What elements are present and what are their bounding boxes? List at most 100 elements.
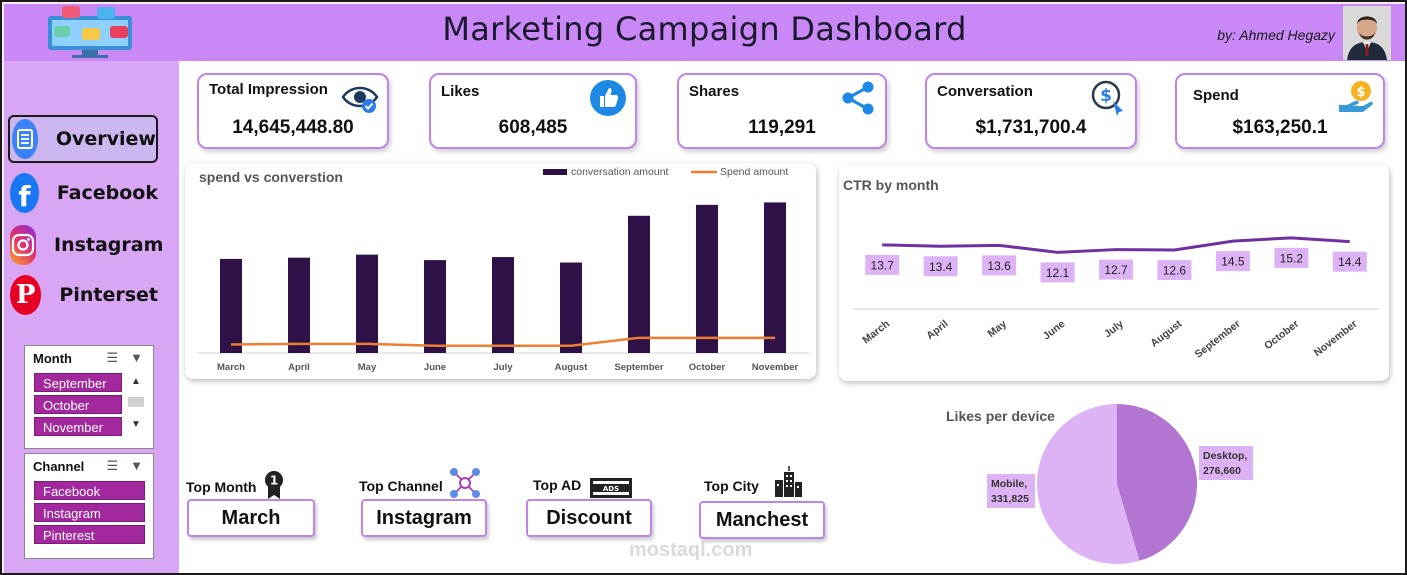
month-chip-october[interactable]: October bbox=[34, 395, 122, 414]
scroll-up-icon[interactable]: ▲ bbox=[131, 376, 141, 387]
ctr-by-month-card: CTR by month 13.7 13.4 13.6 12.1 12.7 12.6 14.… bbox=[839, 165, 1389, 381]
likes-per-device-chart: Desktop, 276,660 Mobile, 331,825 bbox=[987, 404, 1253, 564]
bar-conversation-amount bbox=[696, 204, 718, 353]
city-buildings-icon bbox=[775, 466, 802, 497]
kpi-label: Total Impression bbox=[209, 81, 328, 98]
month-chip-november[interactable]: November bbox=[34, 417, 122, 436]
nav-label-facebook: Facebook bbox=[56, 182, 158, 204]
ctr-by-month-chart: 13.7 13.4 13.6 12.1 12.7 12.6 14.5 15.2 14.4 Marc… bbox=[853, 236, 1379, 361]
pie-label-box bbox=[1199, 446, 1253, 480]
line-spend-amount bbox=[230, 336, 775, 347]
x-tick-label: June bbox=[1041, 318, 1068, 343]
data-label-box bbox=[1040, 262, 1075, 283]
x-tick-label: April bbox=[924, 318, 950, 342]
x-tick-label: September bbox=[1193, 318, 1243, 361]
top-month-value: March bbox=[187, 499, 315, 537]
channel-chip-pinterest[interactable]: Pinterest bbox=[34, 525, 145, 544]
x-tick-label: November bbox=[752, 362, 799, 373]
x-tick-label: July bbox=[493, 362, 513, 373]
svg-text:$: $ bbox=[1356, 85, 1365, 100]
data-label: 13.7 bbox=[871, 258, 895, 272]
kpi-value: 119,291 bbox=[748, 117, 816, 138]
channel-chip-instagram[interactable]: Instagram bbox=[34, 503, 145, 522]
ribbon-badge-icon: 1 bbox=[265, 471, 283, 499]
pie-label-value: 331,825 bbox=[991, 493, 1029, 505]
data-label: 12.7 bbox=[1104, 263, 1128, 277]
x-tick-label: June bbox=[424, 362, 446, 373]
kpi-conversation: Conversation $1,731,700.4 $ bbox=[925, 73, 1137, 149]
watermark: mostaql.com bbox=[629, 539, 753, 561]
svg-text:ADS: ADS bbox=[603, 485, 619, 493]
data-label-box bbox=[982, 255, 1017, 276]
kpi-shares: Shares 119,291 bbox=[677, 73, 887, 149]
clear-filter-icon[interactable]: ▼ bbox=[130, 350, 143, 365]
nav-pinterest[interactable]: P Pinterset bbox=[8, 271, 158, 319]
pie-label-value: 276,660 bbox=[1203, 465, 1241, 477]
nav-label-pinterest: Pinterset bbox=[59, 284, 158, 306]
data-label: 14.4 bbox=[1338, 255, 1362, 269]
pinterest-icon: P bbox=[10, 275, 42, 315]
svg-text:$: $ bbox=[1100, 86, 1112, 106]
channel-chip-facebook[interactable]: Facebook bbox=[34, 481, 145, 500]
nav-overview[interactable]: Overview bbox=[8, 115, 158, 163]
top-channel-label: Top Channel bbox=[359, 478, 443, 494]
header-bar: Marketing Campaign Dashboard by: Ahmed H… bbox=[4, 4, 1405, 61]
multi-select-icon[interactable]: ☰ bbox=[106, 350, 119, 365]
top-ad-label: Top AD bbox=[533, 477, 582, 493]
nav-facebook[interactable]: f Facebook bbox=[8, 169, 158, 217]
share-icon bbox=[842, 81, 874, 115]
kpi-label: Shares bbox=[689, 83, 740, 100]
bar-conversation-amount bbox=[560, 262, 582, 353]
kpi-spend: Spend $163,250.1 $ bbox=[1175, 73, 1385, 149]
pie-slice-mobile bbox=[1037, 404, 1140, 564]
x-tick-label: October bbox=[1262, 318, 1301, 352]
month-slicer-title: Month bbox=[33, 350, 72, 366]
bar-conversation-amount bbox=[492, 257, 514, 353]
money-hand-icon: $ bbox=[1339, 81, 1373, 112]
monitor-chat-icon bbox=[48, 6, 132, 58]
x-tick-label: October bbox=[689, 362, 726, 373]
top-city-label: Top City bbox=[704, 478, 759, 494]
scroll-thumb[interactable] bbox=[128, 397, 144, 407]
nav-instagram[interactable]: Instagram bbox=[8, 221, 163, 269]
bar-conversation-amount bbox=[628, 215, 650, 353]
top-month-label: Top Month bbox=[186, 479, 257, 495]
data-label: 12.1 bbox=[1046, 266, 1070, 280]
legend-label-conversation: conversation amount bbox=[571, 166, 669, 178]
kpi-value: $163,250.1 bbox=[1232, 117, 1328, 138]
data-label: 14.5 bbox=[1221, 255, 1245, 269]
kpi-label: Likes bbox=[441, 83, 480, 100]
bar-conversation-amount bbox=[764, 202, 786, 353]
pie-label-name: Mobile, bbox=[991, 478, 1027, 490]
dollar-click-icon: $ bbox=[1091, 80, 1123, 116]
thumbs-up-icon bbox=[590, 80, 626, 116]
month-slicer: Month ☰ ▼ September October November ▲ ▼ bbox=[24, 345, 154, 449]
spend-vs-conversion-chart: March April May June July August September Octo… bbox=[197, 166, 809, 373]
page-title: Marketing Campaign Dashboard bbox=[442, 10, 967, 48]
kpi-value: 14,645,448.80 bbox=[232, 117, 354, 138]
month-chip-september[interactable]: September bbox=[34, 373, 122, 392]
kpi-likes: Likes 608,485 bbox=[429, 73, 637, 149]
kpi-total-impression: Total Impression 14,645,448.80 bbox=[197, 73, 389, 149]
legend-label-spend: Spend amount bbox=[720, 166, 788, 178]
x-tick-label: August bbox=[1148, 318, 1184, 350]
x-tick-label: April bbox=[288, 362, 310, 373]
author-byline: by: Ahmed Hegazy bbox=[1217, 27, 1335, 43]
scroll-down-icon[interactable]: ▼ bbox=[131, 419, 141, 430]
spend-vs-conversion-card: spend vs converstion March April May June Ju… bbox=[185, 163, 816, 379]
document-list-icon bbox=[12, 119, 38, 159]
x-tick-label: July bbox=[1102, 318, 1126, 340]
month-slicer-scrollbar[interactable]: ▲ ▼ bbox=[127, 376, 145, 442]
channel-slicer: Channel ☰ ▼ Facebook Instagram Pinterest bbox=[24, 453, 154, 559]
data-label: 12.6 bbox=[1163, 264, 1187, 278]
ads-billboard-icon: ADS bbox=[590, 478, 632, 498]
data-label-box bbox=[923, 256, 958, 277]
data-label-box bbox=[1099, 259, 1133, 280]
x-tick-label: November bbox=[1312, 318, 1360, 359]
x-tick-label: March bbox=[217, 362, 245, 373]
clear-filter-icon[interactable]: ▼ bbox=[130, 458, 143, 473]
sidebar: Overview f Facebook Instagram P Pinterse… bbox=[4, 61, 179, 573]
multi-select-icon[interactable]: ☰ bbox=[106, 458, 119, 473]
facebook-icon: f bbox=[10, 173, 39, 213]
network-icon bbox=[450, 468, 480, 498]
